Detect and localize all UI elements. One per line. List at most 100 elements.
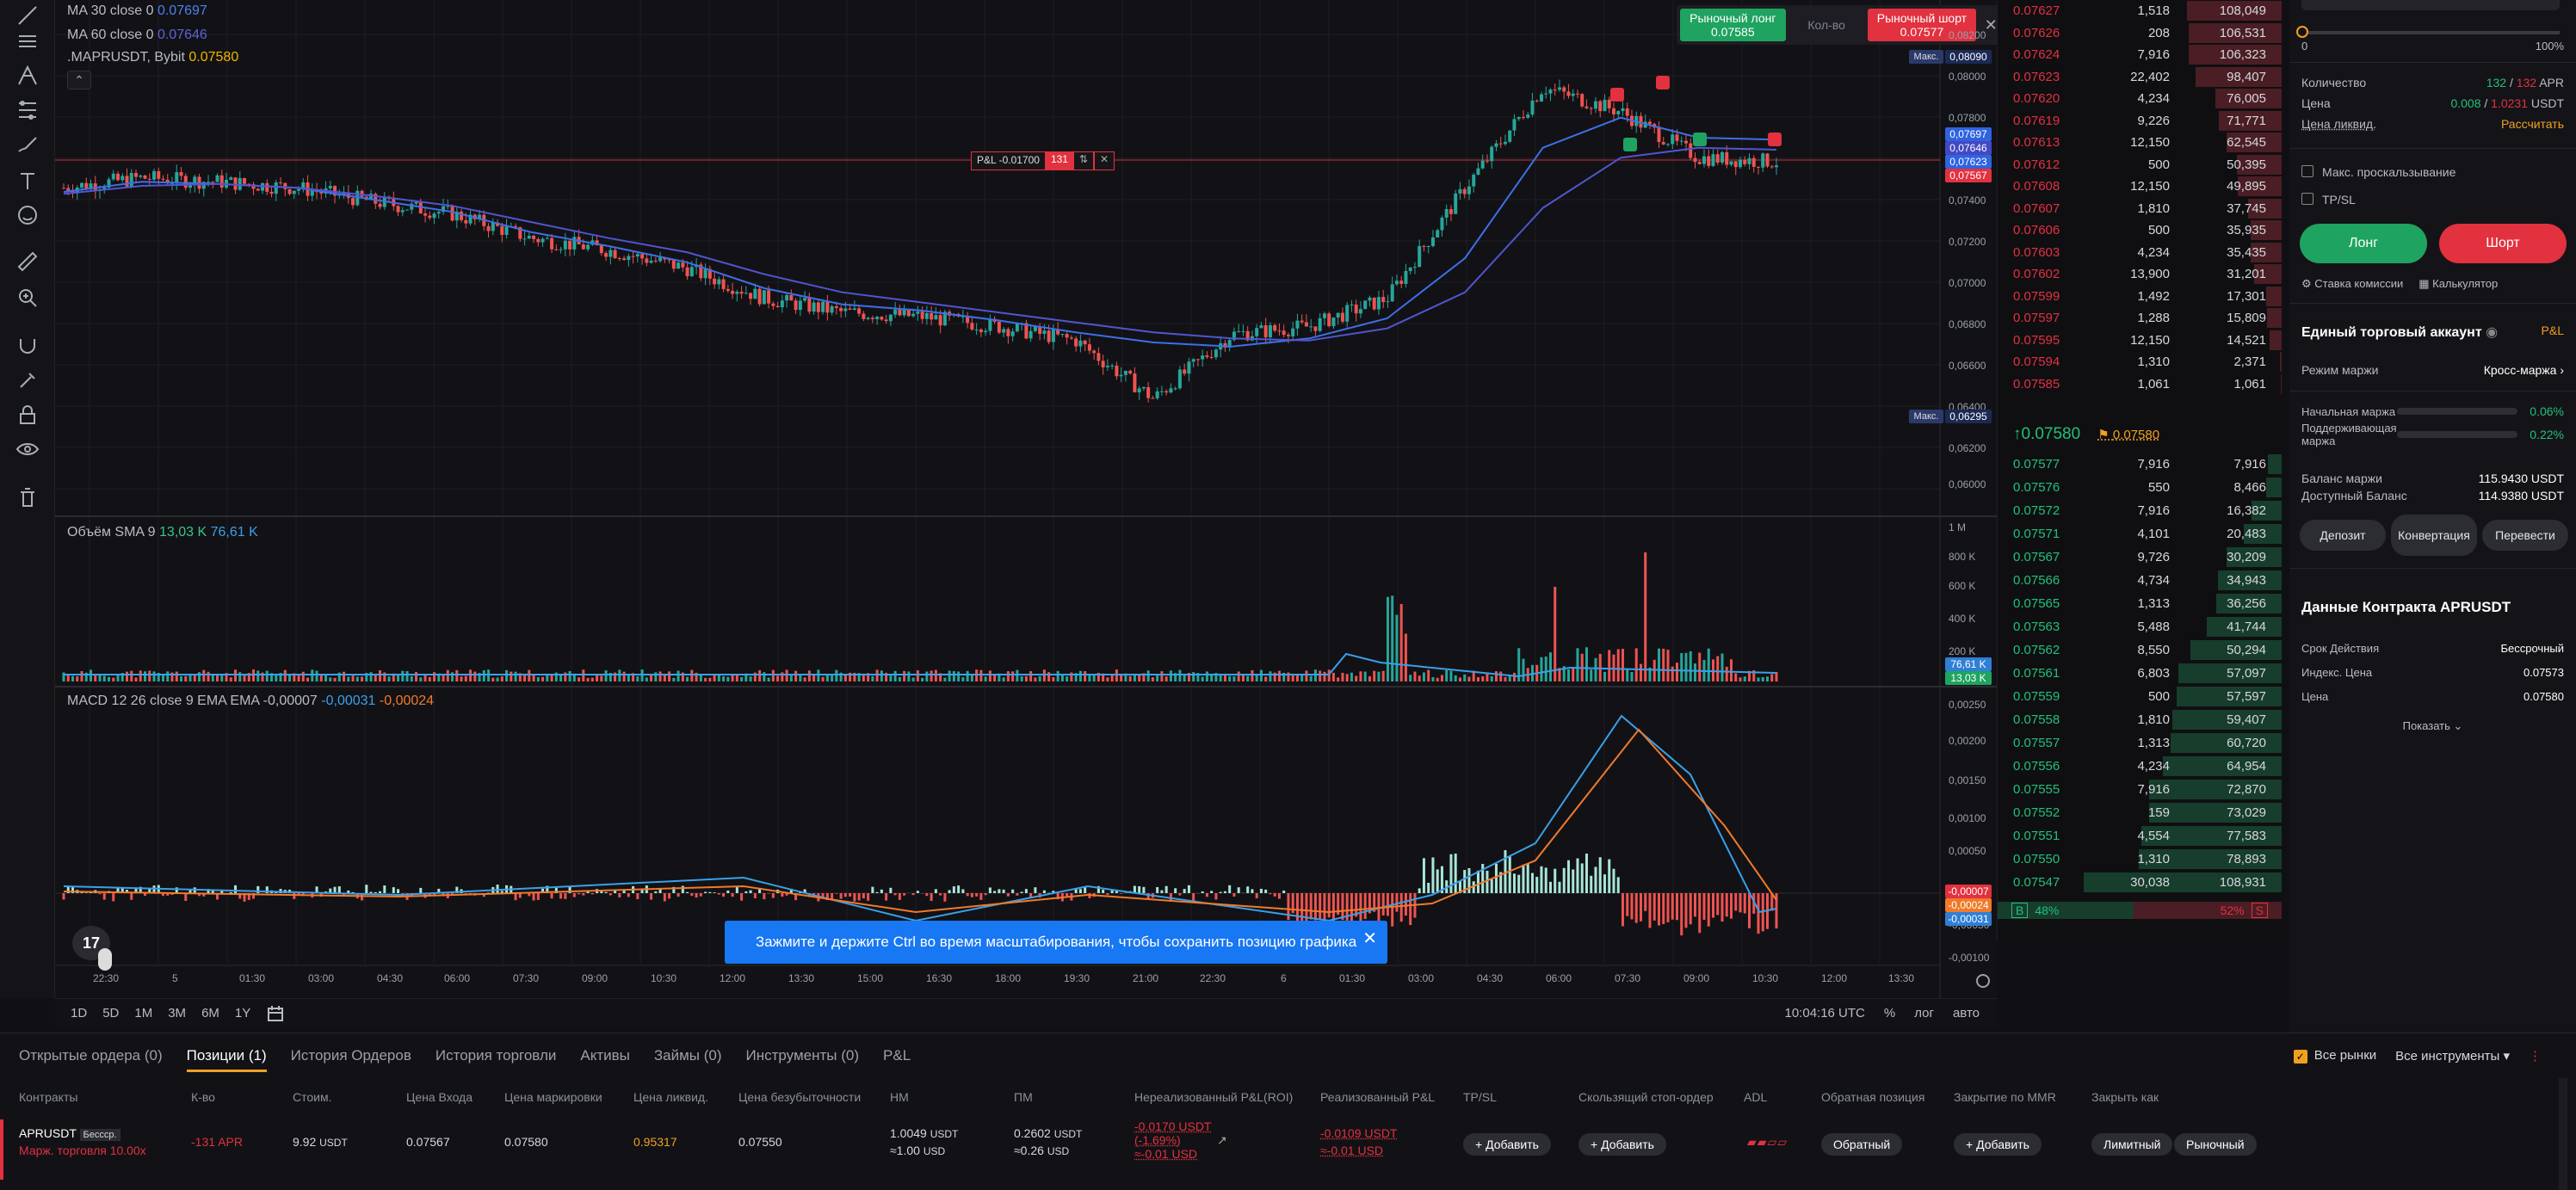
ask-row[interactable]: 0.07585 1,061 1,061 xyxy=(1998,373,2282,395)
position-pnl-tag[interactable]: P&L -0.01700 131 ⇅ ✕ xyxy=(971,151,1115,170)
position-symbol[interactable]: APRUSDT Бессср. Марж. торговля 10.00x xyxy=(19,1126,146,1157)
more-icon[interactable]: ⋮ xyxy=(2529,1049,2542,1064)
bid-row[interactable]: 0.07555 7,916 72,870 xyxy=(1998,779,2282,800)
ask-row[interactable]: 0.07612 500 50,395 xyxy=(1998,154,2282,176)
horizontal-lines-icon[interactable] xyxy=(12,26,43,57)
timeframe-3m[interactable]: 3M xyxy=(168,1006,187,1020)
emoji-icon[interactable] xyxy=(12,200,43,231)
deposit-button[interactable]: Депозит xyxy=(2300,520,2386,551)
bid-row[interactable]: 0.07558 1,810 59,407 xyxy=(1998,709,2282,731)
tab-positions[interactable]: Позиции (1) xyxy=(186,1047,267,1072)
close-icon[interactable]: ✕ xyxy=(1984,15,1998,34)
chart-canvas[interactable] xyxy=(55,0,1997,998)
close-position-icon[interactable]: ✕ xyxy=(1094,151,1115,170)
drag-handle[interactable] xyxy=(98,948,112,971)
add-mmr-button[interactable]: + Добавить xyxy=(1954,1133,2042,1156)
ask-row[interactable]: 0.07627 1,518 108,049 xyxy=(1998,0,2282,22)
table-row[interactable]: APRUSDT Бессср. Марж. торговля 10.00x -1… xyxy=(0,1119,2576,1180)
mark-price[interactable]: ⚑ 0.07580 xyxy=(2097,428,2160,442)
ask-row[interactable]: 0.07613 12,150 62,545 xyxy=(1998,132,2282,153)
bid-row[interactable]: 0.07547 30,038 108,931 xyxy=(1998,872,2282,893)
tab-pnl[interactable]: P&L xyxy=(883,1047,911,1064)
order-input-field[interactable] xyxy=(2301,0,2560,10)
line-tool-icon[interactable] xyxy=(12,0,43,31)
timeframe-1m[interactable]: 1M xyxy=(134,1006,153,1020)
auto-scale-toggle[interactable]: авто xyxy=(1952,1006,1980,1020)
bid-row[interactable]: 0.07577 7,916 7,916 xyxy=(1998,453,2282,475)
tab-open-orders[interactable]: Открытые ордера (0) xyxy=(19,1047,163,1064)
share-icon[interactable]: ↗ xyxy=(1217,1133,1227,1147)
lock-draw-icon[interactable] xyxy=(12,365,43,396)
tab-loans[interactable]: Займы (0) xyxy=(653,1047,722,1064)
ask-row[interactable]: 0.07602 13,900 31,201 xyxy=(1998,263,2282,285)
max-slip-checkbox[interactable]: Макс. проскальзывание xyxy=(2301,165,2564,179)
calculate-link[interactable]: Рассчитать xyxy=(2500,117,2564,131)
lock-icon[interactable] xyxy=(12,399,43,430)
collapse-legend-button[interactable]: ⌃ xyxy=(67,71,91,89)
all-instruments-dropdown[interactable]: Все инструменты ▾ xyxy=(2395,1049,2510,1064)
ask-row[interactable]: 0.07594 1,310 2,371 xyxy=(1998,351,2282,373)
bid-row[interactable]: 0.07567 9,726 30,209 xyxy=(1998,546,2282,568)
bid-row[interactable]: 0.07561 6,803 57,097 xyxy=(1998,663,2282,684)
brush-icon[interactable] xyxy=(12,129,43,160)
add-tpsl-button[interactable]: + Добавить xyxy=(1463,1133,1551,1156)
position-upnl[interactable]: -0.0170 USDT (-1.69%) ≈-0.01 USD xyxy=(1134,1119,1212,1161)
ask-row[interactable]: 0.07619 9,226 71,771 xyxy=(1998,110,2282,132)
ask-row[interactable]: 0.07607 1,810 37,745 xyxy=(1998,198,2282,219)
bid-row[interactable]: 0.07559 500 57,597 xyxy=(1998,686,2282,707)
ask-row[interactable]: 0.07595 12,150 14,521 xyxy=(1998,330,2282,351)
reverse-button[interactable]: Обратный xyxy=(1821,1133,1903,1156)
long-button[interactable]: Лонг xyxy=(2300,224,2427,263)
utc-clock[interactable]: 10:04:16 UTC xyxy=(1784,1006,1865,1020)
show-more-link[interactable]: Показать ⌄ xyxy=(2402,719,2463,732)
fee-link[interactable]: ⚙ Ставка комиссии xyxy=(2301,277,2404,290)
bid-row[interactable]: 0.07552 159 73,029 xyxy=(1998,802,2282,823)
ask-row[interactable]: 0.07603 4,234 35,435 xyxy=(1998,242,2282,263)
margin-mode-row[interactable]: Режим маржи Кросс-маржа › xyxy=(2301,363,2564,377)
timeframe-6m[interactable]: 6M xyxy=(201,1006,219,1020)
ask-row[interactable]: 0.07626 208 106,531 xyxy=(1998,22,2282,44)
add-trailing-button[interactable]: + Добавить xyxy=(1578,1133,1666,1156)
bid-row[interactable]: 0.07563 5,488 41,744 xyxy=(1998,616,2282,638)
market-qty-input[interactable]: Кол-во xyxy=(1807,18,1845,32)
chart-area[interactable]: MA 30 close 0 0.07697 MA 60 close 0 0.07… xyxy=(55,0,2004,998)
fib-icon[interactable] xyxy=(12,95,43,126)
ask-row[interactable]: 0.07624 7,916 106,323 xyxy=(1998,44,2282,65)
limit-close-button[interactable]: Лимитный xyxy=(2091,1133,2173,1156)
bid-row[interactable]: 0.07566 4,734 34,943 xyxy=(1998,570,2282,591)
text-tool-icon[interactable] xyxy=(12,165,43,196)
ask-row[interactable]: 0.07623 22,402 98,407 xyxy=(1998,66,2282,88)
transfer-button[interactable]: Перевести xyxy=(2482,520,2568,551)
bid-row[interactable]: 0.07571 4,101 20,483 xyxy=(1998,523,2282,545)
trash-icon[interactable] xyxy=(12,482,43,513)
pnl-link[interactable]: P&L xyxy=(2541,324,2564,337)
calendar-icon[interactable] xyxy=(266,1004,285,1023)
bid-row[interactable]: 0.07562 8,550 50,294 xyxy=(1998,639,2282,661)
ask-row[interactable]: 0.07620 4,234 76,005 xyxy=(1998,88,2282,109)
pitchfork-icon[interactable] xyxy=(12,60,43,91)
zoom-icon[interactable] xyxy=(12,282,43,313)
bid-row[interactable]: 0.07551 4,554 77,583 xyxy=(1998,825,2282,847)
tab-order-history[interactable]: История Ордеров xyxy=(290,1047,411,1064)
bid-row[interactable]: 0.07576 550 8,466 xyxy=(1998,477,2282,498)
bid-row[interactable]: 0.07557 1,313 60,720 xyxy=(1998,732,2282,754)
convert-button[interactable]: Конвертация xyxy=(2391,515,2477,556)
eye-icon[interactable] xyxy=(12,434,43,465)
ask-row[interactable]: 0.07599 1,492 17,301 xyxy=(1998,286,2282,307)
ask-row[interactable]: 0.07606 500 35,935 xyxy=(1998,219,2282,241)
drag-icon[interactable]: ⇅ xyxy=(1072,151,1095,170)
market-short-button[interactable]: Рыночный шорт 0.07577 xyxy=(1867,9,1977,41)
qty-slider[interactable] xyxy=(2296,26,2560,38)
market-long-button[interactable]: Рыночный лонг 0.07585 xyxy=(1680,9,1786,41)
bid-row[interactable]: 0.07565 1,313 36,256 xyxy=(1998,593,2282,614)
bid-row[interactable]: 0.07550 1,310 78,893 xyxy=(1998,848,2282,870)
ruler-icon[interactable] xyxy=(12,246,43,277)
timeframe-1d[interactable]: 1D xyxy=(71,1006,88,1020)
ask-row[interactable]: 0.07597 1,288 15,809 xyxy=(1998,307,2282,329)
all-markets-checkbox[interactable]: ✓ Все рынки xyxy=(2293,1048,2376,1064)
bid-row[interactable]: 0.07556 4,234 64,954 xyxy=(1998,755,2282,777)
scrollbar[interactable] xyxy=(2559,1078,2567,1190)
calculator-link[interactable]: ▦ Калькулятор xyxy=(2418,277,2499,290)
short-button[interactable]: Шорт xyxy=(2439,224,2567,263)
close-tooltip-icon[interactable]: ✕ xyxy=(1362,929,1377,948)
